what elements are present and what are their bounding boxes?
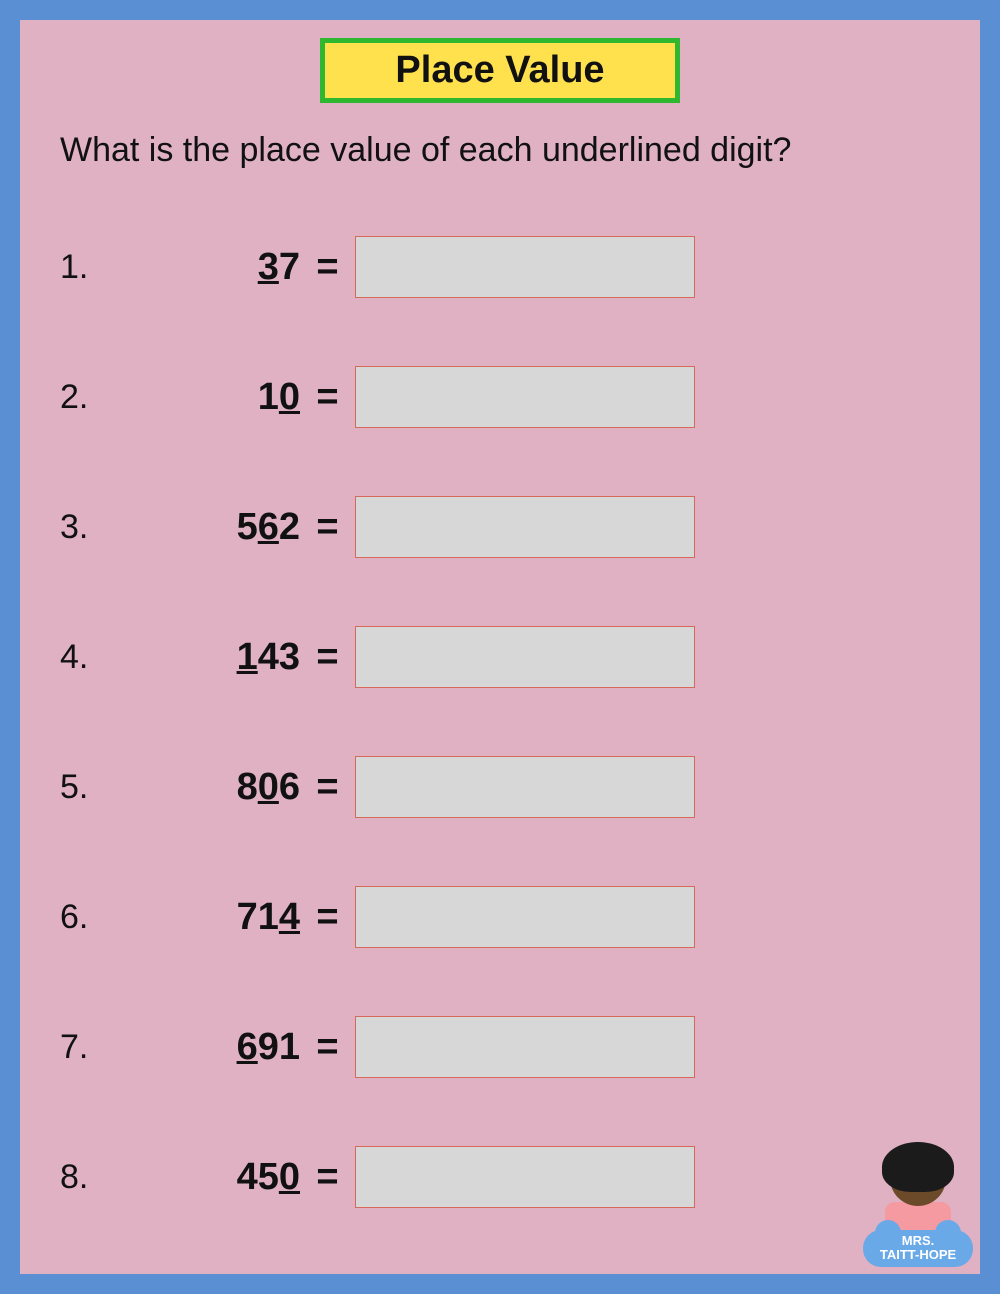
problem-number: 691	[130, 1026, 300, 1069]
problem-label: 7.	[60, 1028, 130, 1067]
problem-number: 143	[130, 636, 300, 679]
avatar-icon	[890, 1150, 946, 1206]
problem-list: 1.37=2.10=3.562=4.143=5.806=6.714=7.691=…	[50, 202, 950, 1242]
problem-row: 7.691=	[50, 982, 950, 1112]
problem-row: 1.37=	[50, 202, 950, 332]
problem-label: 8.	[60, 1158, 130, 1197]
equals-sign: =	[300, 376, 355, 419]
equals-sign: =	[300, 1026, 355, 1069]
problem-row: 4.143=	[50, 592, 950, 722]
worksheet-title: Place Value	[320, 38, 680, 103]
instruction-text: What is the place value of each underlin…	[60, 131, 950, 170]
worksheet-frame: Place Value What is the place value of e…	[0, 0, 1000, 1294]
equals-sign: =	[300, 1156, 355, 1199]
equals-sign: =	[300, 636, 355, 679]
answer-input[interactable]	[355, 626, 695, 688]
problem-label: 4.	[60, 638, 130, 677]
problem-label: 6.	[60, 898, 130, 937]
equals-sign: =	[300, 896, 355, 939]
answer-input[interactable]	[355, 756, 695, 818]
problem-number: 806	[130, 766, 300, 809]
answer-input[interactable]	[355, 1016, 695, 1078]
answer-input[interactable]	[355, 1146, 695, 1208]
problem-row: 6.714=	[50, 852, 950, 982]
problem-row: 8.450=	[50, 1112, 950, 1242]
answer-input[interactable]	[355, 496, 695, 558]
answer-input[interactable]	[355, 886, 695, 948]
answer-input[interactable]	[355, 366, 695, 428]
problem-label: 2.	[60, 378, 130, 417]
problem-number: 10	[130, 376, 300, 419]
problem-row: 2.10=	[50, 332, 950, 462]
problem-row: 3.562=	[50, 462, 950, 592]
credit-line2: TAITT-HOPE	[863, 1248, 973, 1262]
answer-input[interactable]	[355, 236, 695, 298]
problem-number: 37	[130, 246, 300, 289]
worksheet-sheet: Place Value What is the place value of e…	[20, 20, 980, 1274]
problem-label: 3.	[60, 508, 130, 547]
equals-sign: =	[300, 246, 355, 289]
problem-label: 1.	[60, 248, 130, 287]
problem-number: 562	[130, 506, 300, 549]
equals-sign: =	[300, 766, 355, 809]
problem-label: 5.	[60, 768, 130, 807]
credit-line1: MRS.	[863, 1234, 973, 1248]
author-credit: MRS. TAITT-HOPE	[862, 1150, 974, 1270]
problem-number: 450	[130, 1156, 300, 1199]
problem-number: 714	[130, 896, 300, 939]
problem-row: 5.806=	[50, 722, 950, 852]
credit-cloud: MRS. TAITT-HOPE	[863, 1230, 973, 1267]
equals-sign: =	[300, 506, 355, 549]
